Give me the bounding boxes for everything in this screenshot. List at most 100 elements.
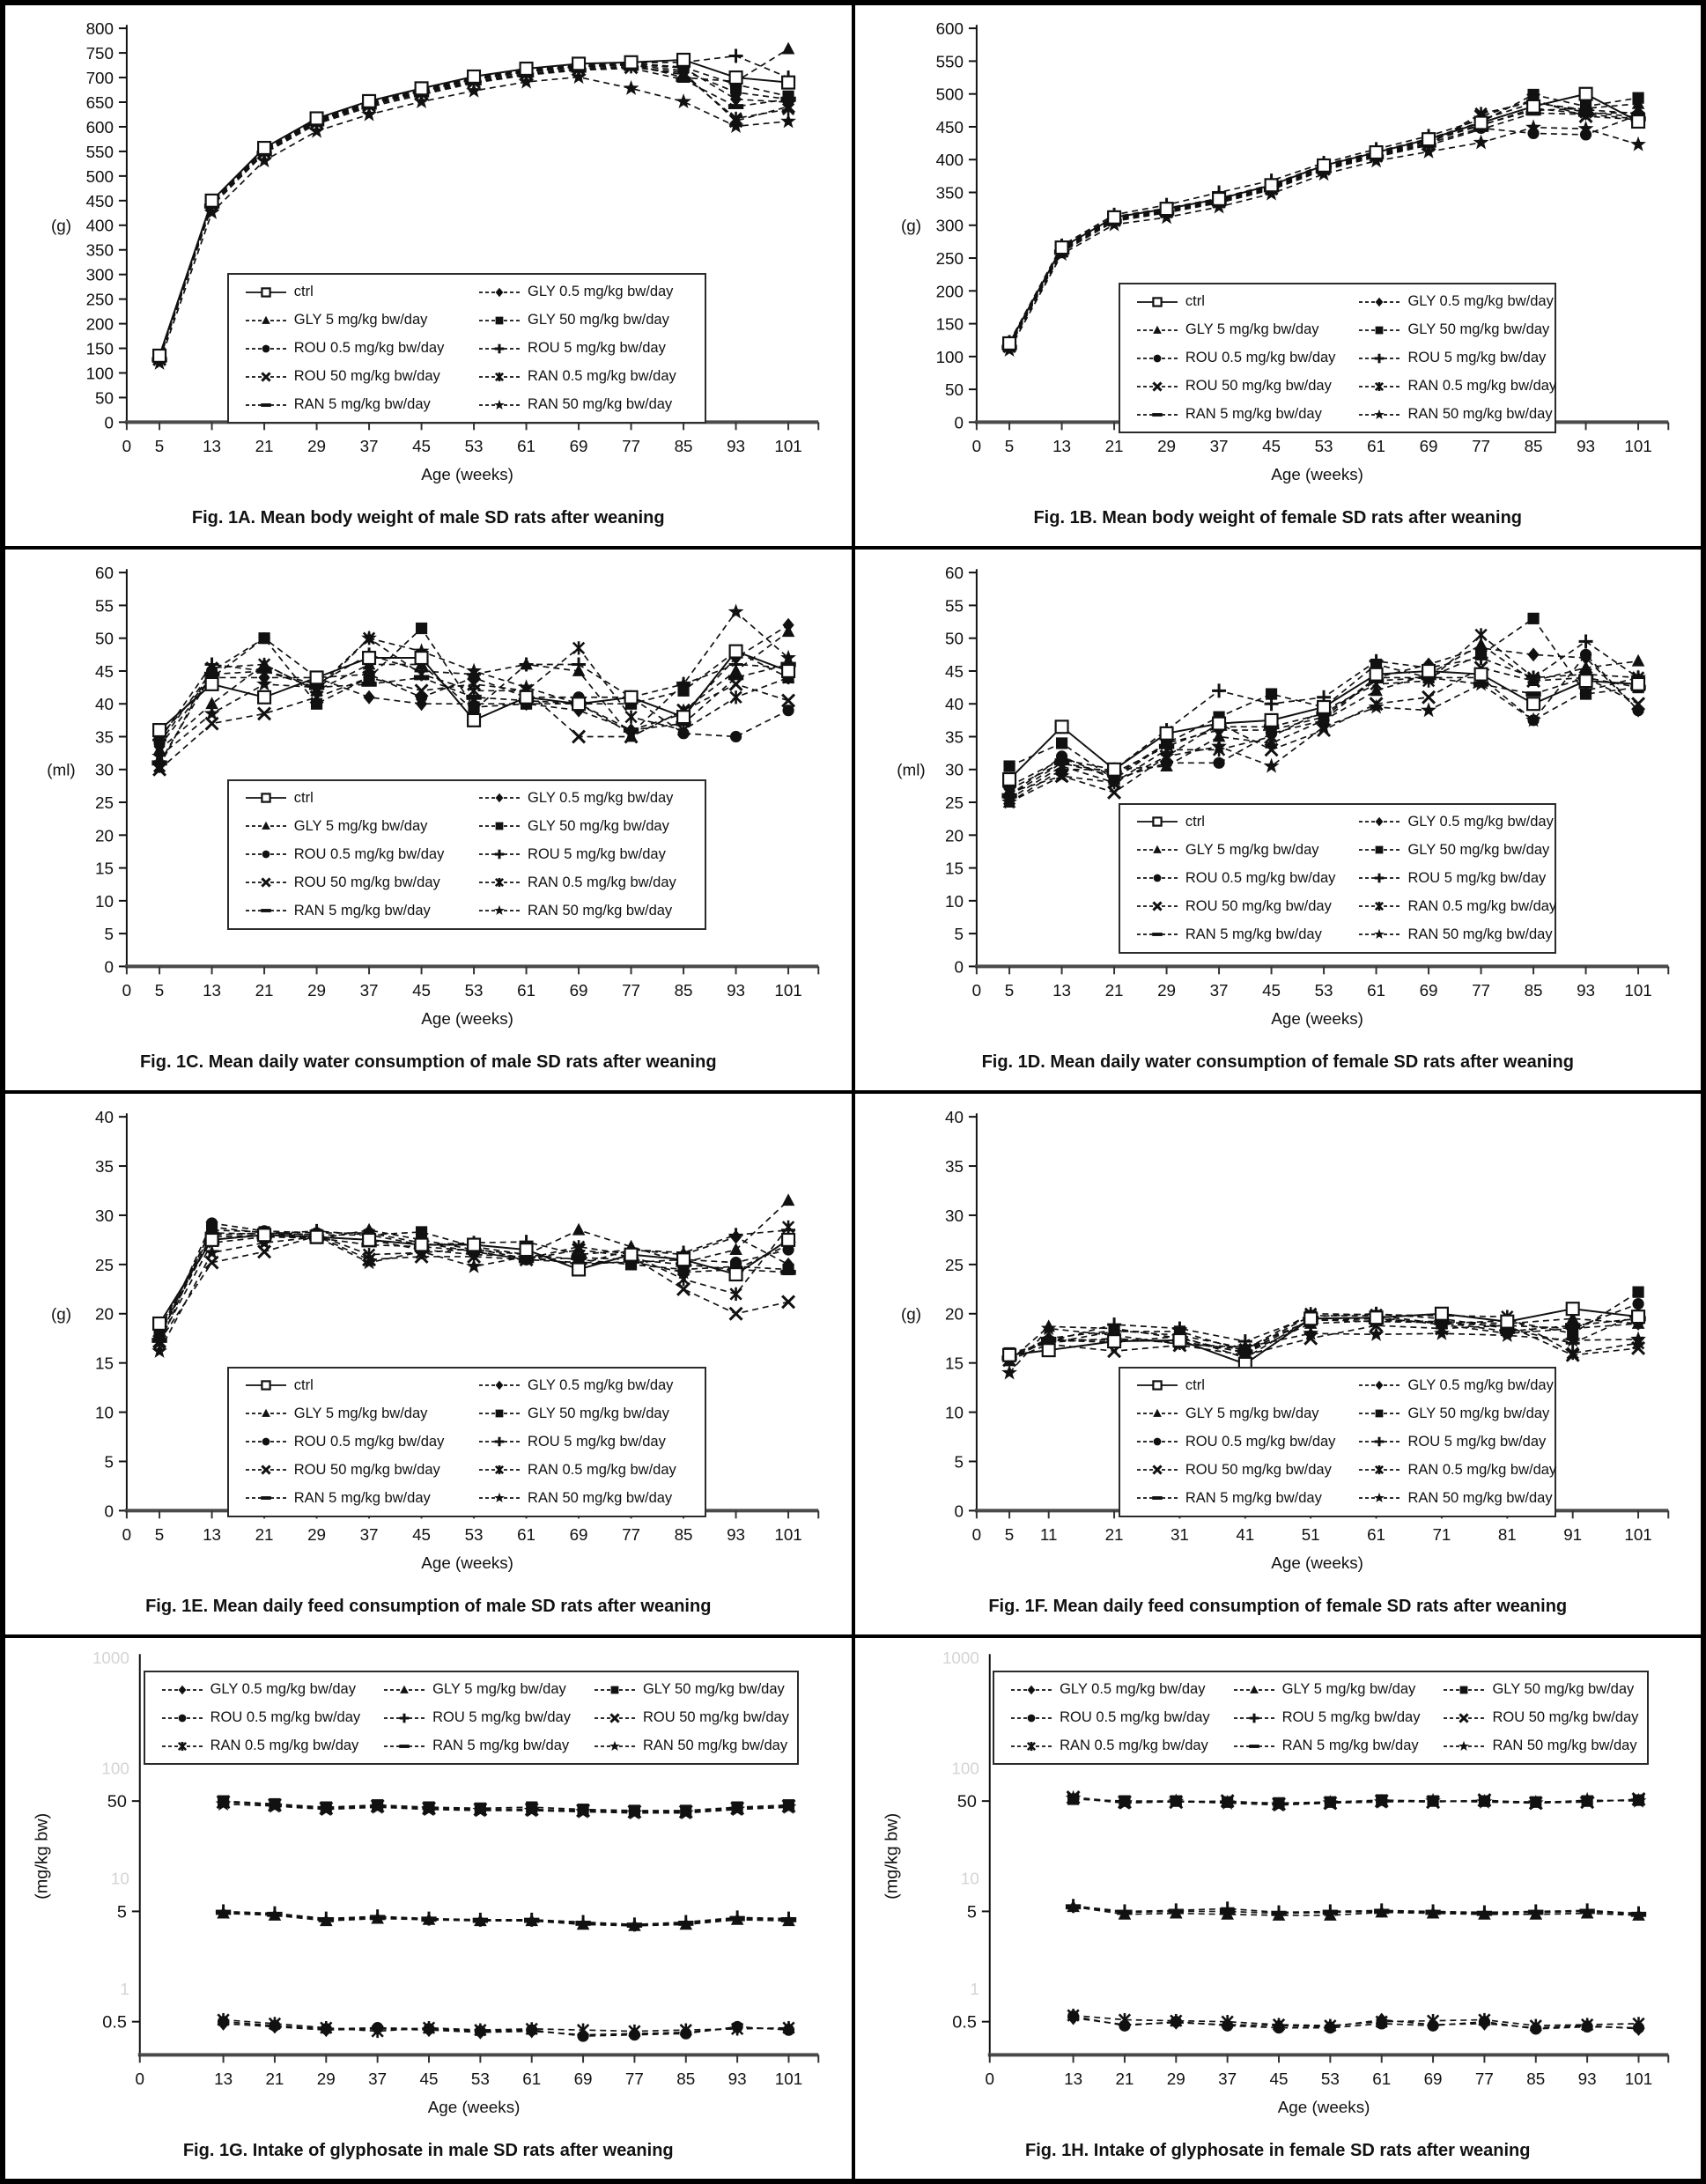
circle-marker-icon [1527, 714, 1540, 727]
axis-text: 60 [945, 564, 964, 582]
axis-text: 5 [155, 981, 164, 1000]
legend-item: GLY 50 mg/kg bw/day [1358, 321, 1556, 338]
open-square-marker-icon [1172, 1332, 1187, 1347]
axis-text: 77 [1472, 437, 1490, 455]
axis-text: 37 [360, 1525, 379, 1544]
axis-text: 77 [622, 981, 640, 1000]
legend-label: ctrl [293, 1376, 314, 1393]
circle-marker-icon [1501, 1327, 1513, 1339]
chart-fig1c: 0 5 10 15 20 25 30 35 40 45 50 55 60 0 5 13 21 29 37 45 53 61… [48, 564, 820, 1028]
asterisk-marker-icon [729, 111, 742, 126]
legend-item: ROU 5 mg/kg bw/day [478, 340, 689, 357]
legend-item: RAN 50 mg/kg bw/day [1443, 1738, 1638, 1754]
series-line [1073, 2014, 1639, 2027]
legend-label: ROU 50 mg/kg bw/day [1185, 378, 1332, 395]
hbar-legend-icon [1136, 933, 1178, 937]
asterisk-marker-icon [729, 690, 742, 705]
axis-text: 29 [1157, 981, 1176, 1000]
diamond-marker-icon [1273, 2018, 1285, 2033]
triangle-marker-icon [679, 1917, 693, 1930]
axis-text: 29 [307, 437, 326, 455]
caption-fig1f: Fig. 1F. Mean daily feed consumption of … [988, 1597, 1568, 1616]
x-marker-icon [728, 676, 743, 691]
axis-text: 100 [102, 1759, 129, 1777]
plus-legend-icon [479, 849, 521, 860]
legend-item: RAN 0.5 mg/kg bw/day [1358, 898, 1556, 915]
diamond-marker-icon [1478, 2016, 1490, 2031]
axis-text: 60 [95, 564, 114, 582]
legend-label: GLY 50 mg/kg bw/day [642, 1681, 785, 1698]
legend-item: GLY 5 mg/kg bw/day [383, 1681, 571, 1698]
circle-legend-icon [1136, 874, 1178, 882]
axis-text: 85 [1524, 981, 1542, 1000]
axis-text: 53 [471, 2070, 490, 2088]
circle-legend-icon [1136, 1437, 1178, 1446]
open-square-marker-icon [1369, 145, 1384, 160]
axis-text: 0 [971, 981, 980, 1000]
legend-item: RAN 5 mg/kg bw/day [383, 1738, 571, 1754]
diamond-legend-icon [479, 287, 521, 298]
legend-label: GLY 50 mg/kg bw/day [528, 312, 669, 328]
triangle-marker-icon [261, 315, 270, 324]
filled-square-marker-icon [526, 1801, 538, 1813]
star-marker-icon [1368, 698, 1385, 714]
diamond-marker-icon [423, 2023, 435, 2038]
star-legend-icon [479, 904, 521, 916]
axis-text: 1 [970, 1980, 979, 1998]
open-square-marker-icon [1630, 676, 1645, 691]
open-square-marker-icon [676, 1252, 691, 1267]
x-marker-icon [1565, 1347, 1580, 1362]
open-square-marker-icon [1473, 667, 1488, 682]
axis-text: 101 [775, 981, 802, 1000]
axis-text: 11 [1040, 1525, 1058, 1544]
series-line [1008, 1317, 1638, 1359]
x-legend-icon [245, 877, 286, 888]
legend-label: GLY 5 mg/kg bw/day [1281, 1681, 1416, 1698]
hbar-marker-icon [1525, 691, 1541, 697]
star-legend-icon [1444, 1740, 1485, 1751]
series-line [223, 1911, 789, 1926]
axis-text: 25 [945, 1256, 964, 1274]
axis-text: 61 [517, 437, 535, 455]
circle-marker-icon [1579, 129, 1592, 141]
axis-text: 0.5 [952, 2013, 977, 2033]
axis-text: 37 [1218, 2070, 1237, 2088]
axis-text: 91 [1563, 1525, 1582, 1544]
open-square-marker-icon [1211, 191, 1226, 206]
triangle-marker-icon [1526, 674, 1540, 687]
legend-item: ctrl [245, 1377, 455, 1394]
legend-label: ROU 50 mg/kg bw/day [293, 874, 440, 890]
filled-square-marker-icon [783, 1799, 795, 1811]
axis-text: 50 [945, 380, 964, 399]
legend-label: ctrl [1185, 1376, 1205, 1393]
x-marker-icon [261, 372, 271, 382]
diamond-marker-icon [1376, 817, 1384, 827]
triangle-legend-icon [245, 1408, 286, 1418]
open-square-marker-icon [1421, 663, 1436, 678]
legend-item: ROU 0.5 mg/kg bw/day [245, 340, 455, 357]
x-marker-icon [1459, 1713, 1470, 1723]
diamond-marker-icon [526, 2024, 538, 2039]
circle-marker-icon [1027, 1714, 1036, 1723]
axis-text: 0 [105, 413, 114, 432]
axis-text: 50 [945, 630, 964, 648]
caption-fig1c: Fig. 1C. Mean daily water consumption of… [139, 1052, 717, 1072]
legend-item: GLY 50 mg/kg bw/day [594, 1681, 789, 1698]
open-square-legend-icon [1136, 1380, 1178, 1391]
legend-label: ROU 5 mg/kg bw/day [1407, 350, 1547, 366]
hbar-legend-icon [1136, 412, 1178, 417]
diamond-marker-icon [1027, 1685, 1036, 1695]
open-square-marker-icon [728, 1267, 743, 1282]
legend-fig1c: ctrl GLY 0.5 mg/kg bw/day GLY 5 mg/kg bw/d… [226, 778, 707, 930]
legend-label: GLY 0.5 mg/kg bw/day [1407, 1376, 1554, 1393]
hbar-legend-icon [245, 909, 286, 913]
diamond-legend-icon [161, 1685, 203, 1695]
filled-square-marker-icon [1632, 1794, 1644, 1806]
legend-fig1h: GLY 0.5 mg/kg bw/day GLY 5 mg/kg bw/day GL… [993, 1671, 1649, 1766]
panel-fig1h: 1000 100 10 1 50 5 0.5 0 13 21 29 37 45 53 61 69 77 85 93 1… [853, 1636, 1702, 2180]
axis-text: 69 [1423, 2070, 1442, 2088]
triangle-marker-icon [258, 657, 271, 670]
diamond-marker-icon [782, 95, 794, 109]
triangle-marker-icon [572, 1222, 586, 1236]
x-legend-icon [1136, 1465, 1178, 1475]
